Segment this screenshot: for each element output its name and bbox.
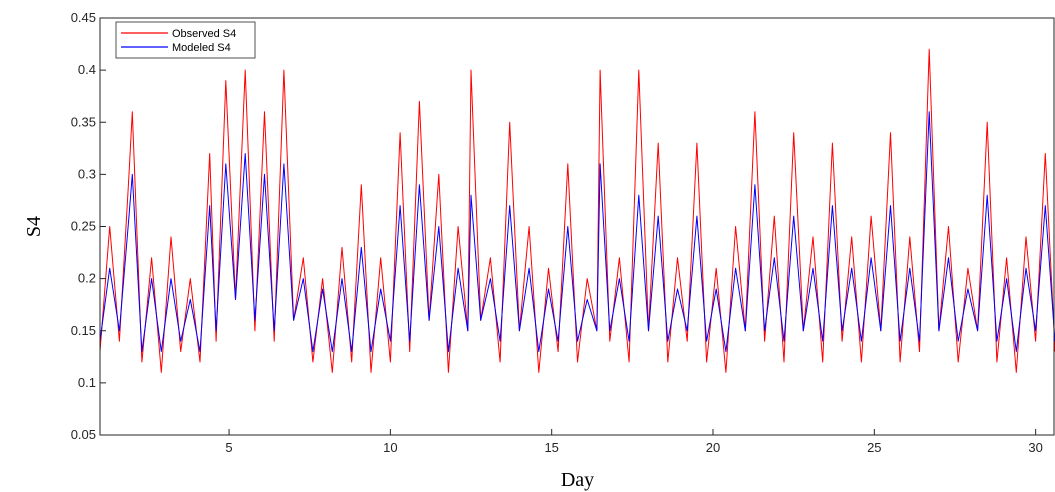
y-axis-label: S4 [23,216,45,237]
series-layer [99,48,1055,373]
y-tick-label: 0.45 [71,10,96,25]
y-tick-label: 0.05 [71,427,96,442]
x-tick-label: 30 [1028,440,1042,455]
x-tick-label: 10 [383,440,397,455]
series-line-modeled [99,111,1055,353]
legend-box [115,21,256,59]
plot-frame [99,17,1055,436]
ticks-layer: 0.05 0.1 0.15 0.2 0.25 0.3 0.35 0.4 0.45 5 10 15 20 2… [71,10,1043,455]
y-tick-label: 0.15 [71,323,96,338]
y-tick-label: 0.3 [78,166,96,181]
legend: Observed S4 Modeled S4 [115,21,256,59]
x-tick-label: 25 [867,440,881,455]
y-tick-label: 0.25 [71,219,96,234]
x-tick-label: 15 [544,440,558,455]
legend-label-observed: Observed S4 [172,28,236,40]
x-tick-label: 5 [225,440,232,455]
y-tick-label: 0.2 [78,271,96,286]
x-axis-label: Day [561,469,594,491]
y-tick-label: 0.35 [71,114,96,129]
y-tick-label: 0.1 [78,375,96,390]
y-tick-label: 0.4 [78,62,96,77]
legend-label-modeled: Modeled S4 [172,42,231,54]
x-tick-label: 20 [706,440,720,455]
